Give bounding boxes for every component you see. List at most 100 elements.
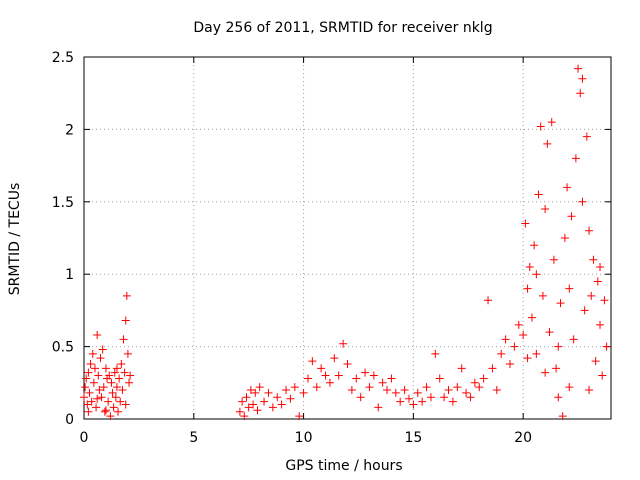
data-point: [574, 64, 583, 73]
data-point: [98, 345, 107, 354]
data-point: [84, 407, 93, 416]
data-point: [497, 349, 506, 358]
data-point: [598, 371, 607, 380]
data-point: [374, 403, 383, 412]
data-point: [534, 190, 543, 199]
data-point: [492, 386, 501, 395]
data-point: [121, 400, 130, 409]
grid-lines: [84, 57, 611, 419]
data-point: [109, 403, 118, 412]
data-point: [123, 349, 132, 358]
data-point: [255, 383, 264, 392]
data-point: [589, 255, 598, 264]
data-point: [87, 397, 96, 406]
data-point: [369, 371, 378, 380]
data-point: [510, 342, 519, 351]
data-point: [538, 291, 547, 300]
data-point: [107, 378, 116, 387]
data-point: [92, 403, 101, 412]
data-point: [569, 335, 578, 344]
data-point: [260, 397, 269, 406]
data-point: [404, 394, 413, 403]
data-point: [519, 331, 528, 340]
data-point: [325, 378, 334, 387]
data-point: [125, 378, 134, 387]
data-point: [558, 412, 567, 421]
data-point: [567, 212, 576, 221]
data-point: [244, 403, 253, 412]
x-tick-label: 10: [295, 430, 313, 446]
y-tick-label: 1: [65, 267, 74, 283]
data-point: [578, 74, 587, 83]
data-point: [119, 335, 128, 344]
data-point: [86, 359, 95, 368]
data-point: [99, 383, 108, 392]
data-point: [466, 393, 475, 402]
data-point: [479, 374, 488, 383]
data-point: [440, 393, 449, 402]
data-point: [435, 374, 444, 383]
data-point: [308, 357, 317, 366]
data-point: [100, 407, 109, 416]
data-point: [600, 296, 609, 305]
data-point: [391, 388, 400, 397]
data-point: [525, 262, 534, 271]
plot-frame: [83, 56, 612, 420]
data-point: [488, 364, 497, 373]
data-point: [418, 397, 427, 406]
data-point: [545, 328, 554, 337]
data-point: [541, 368, 550, 377]
data-point: [114, 407, 123, 416]
data-point: [378, 378, 387, 387]
data-point: [383, 386, 392, 395]
data-point: [282, 386, 291, 395]
data-point: [97, 393, 106, 402]
data-point: [117, 359, 126, 368]
data-point: [396, 397, 405, 406]
data-point: [448, 397, 457, 406]
data-point: [84, 368, 93, 377]
data-point: [453, 383, 462, 392]
data-point: [543, 139, 552, 148]
data-point: [547, 118, 556, 127]
chart-title: Day 256 of 2011, SRMTID for receiver nkl…: [193, 20, 492, 36]
data-point: [121, 316, 130, 325]
data-point: [585, 226, 594, 235]
data-point: [330, 354, 339, 363]
data-point: [312, 383, 321, 392]
x-tick-label: 20: [514, 430, 532, 446]
data-point: [563, 183, 572, 192]
y-tick-label: 2.5: [52, 50, 74, 66]
data-point: [299, 388, 308, 397]
x-tick-label: 0: [80, 430, 89, 446]
data-point: [96, 354, 105, 363]
data-point: [413, 388, 422, 397]
data-point: [93, 394, 102, 403]
data-point: [303, 374, 312, 383]
data-point: [126, 371, 135, 380]
data-point: [457, 364, 466, 373]
data-point: [295, 412, 304, 421]
data-point: [470, 378, 479, 387]
data-point: [82, 374, 91, 383]
data-point: [565, 383, 574, 392]
data-point: [596, 320, 605, 329]
x-tick-label: 5: [189, 430, 198, 446]
y-tick-label: 0: [65, 412, 74, 428]
data-point: [532, 270, 541, 279]
data-point: [268, 403, 277, 412]
data-point: [334, 371, 343, 380]
data-point: [580, 306, 589, 315]
data-point: [253, 406, 262, 415]
data-point: [104, 397, 113, 406]
data-point: [571, 154, 580, 163]
axis-ticks: 0 5 10 15 20 0 0.5 1 1.5 2 2.5: [52, 50, 611, 446]
data-point: [431, 349, 440, 358]
data-points: [80, 64, 611, 421]
data-point: [591, 357, 600, 366]
data-point: [317, 364, 326, 373]
data-point: [426, 393, 435, 402]
data-point: [532, 349, 541, 358]
data-point: [88, 349, 97, 358]
y-tick-label: 1.5: [52, 195, 74, 211]
